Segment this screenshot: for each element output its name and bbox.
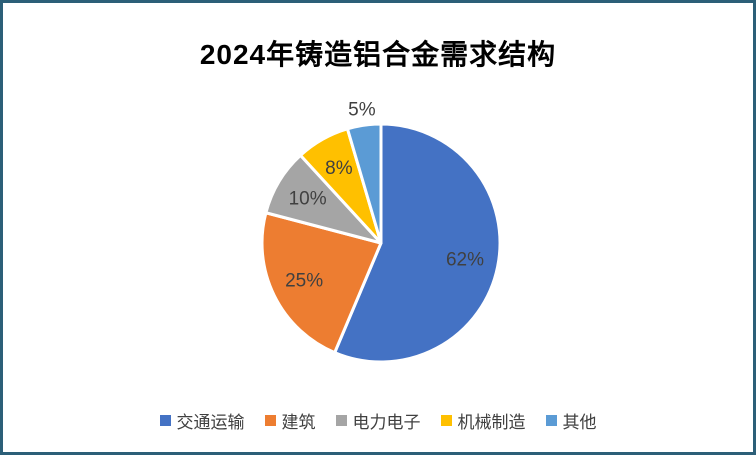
- legend-label: 电力电子: [352, 413, 421, 432]
- legend-label: 机械制造: [457, 413, 526, 432]
- legend-item-5: 其他: [545, 408, 597, 433]
- legend-item-4: 机械制造: [440, 408, 526, 433]
- pie-slice-5: [345, 122, 383, 245]
- pie-chart: 62% 25% 10% 8% 5%: [260, 99, 502, 364]
- pie-data-label-3: 10%: [289, 188, 327, 209]
- legend-label: 其他: [562, 413, 597, 432]
- legend-item-3: 电力电子: [335, 408, 421, 433]
- legend-item-1: 交通运输: [159, 408, 245, 433]
- legend-swatch-icon: [335, 415, 347, 426]
- legend-label: 建筑: [281, 413, 316, 432]
- legend-item-2: 建筑: [264, 408, 316, 433]
- pie-slice-2: [260, 211, 383, 355]
- pie-slice-1: [333, 122, 502, 364]
- pie-data-label-1: 62%: [446, 250, 484, 271]
- legend-swatch-icon: [264, 415, 276, 426]
- legend-label: 交通运输: [176, 413, 245, 432]
- chart-legend: 交通运输 建筑 电力电子 机械制造 其他: [3, 408, 753, 433]
- chart-title: 2024年铸造铝合金需求结构: [199, 39, 557, 70]
- legend-swatch-icon: [545, 415, 557, 426]
- legend-swatch-icon: [440, 415, 452, 426]
- pie-data-label-4: 8%: [325, 158, 353, 179]
- pie-data-label-2: 25%: [285, 270, 323, 291]
- legend-swatch-icon: [159, 415, 171, 426]
- pie-data-label-5: 5%: [348, 99, 376, 120]
